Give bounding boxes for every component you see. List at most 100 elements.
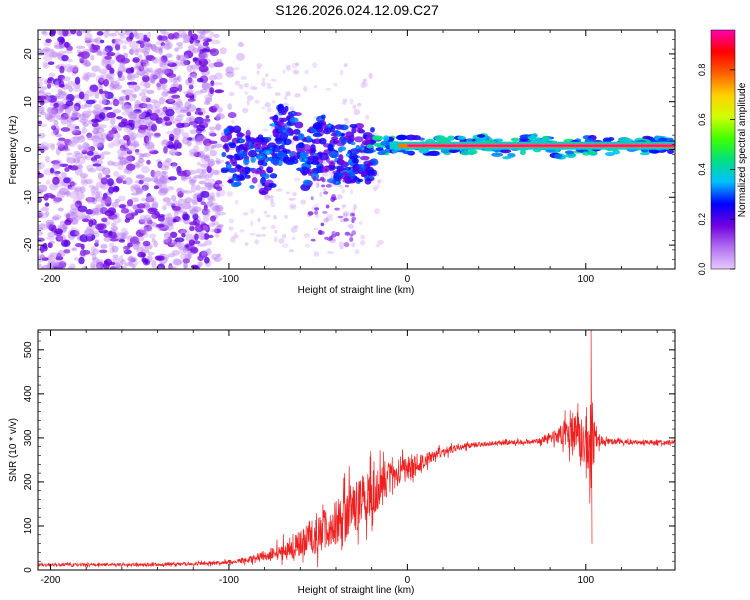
noise-blob	[171, 163, 177, 169]
noise-blob	[143, 232, 149, 238]
noise-blob	[147, 145, 155, 153]
noise-blob	[94, 37, 103, 45]
noise-blob	[246, 127, 250, 130]
noise-blob	[136, 203, 146, 209]
noise-blob	[38, 237, 45, 242]
noise-blob	[192, 47, 199, 53]
signal-blob	[287, 129, 292, 133]
carrier-blob	[542, 135, 550, 141]
noise-blob	[38, 95, 47, 100]
noise-blob	[168, 263, 173, 269]
noise-blob	[295, 62, 300, 66]
noise-blob	[173, 76, 180, 81]
noise-blob	[209, 202, 219, 211]
noise-blob	[94, 190, 103, 199]
noise-blob	[323, 217, 329, 223]
noise-blob	[213, 61, 224, 68]
noise-blob	[49, 30, 56, 37]
noise-blob	[99, 107, 106, 112]
signal-core	[251, 152, 254, 155]
noise-blob	[132, 242, 140, 250]
noise-blob	[142, 75, 150, 83]
noise-blob	[292, 192, 297, 197]
noise-blob	[326, 216, 334, 221]
noise-blob	[38, 132, 46, 139]
signal-blob	[305, 135, 312, 141]
noise-blob	[93, 104, 102, 110]
noise-blob	[157, 182, 168, 190]
noise-blob	[92, 128, 100, 135]
noise-blob	[157, 67, 163, 75]
noise-blob	[74, 125, 80, 130]
colorbar-tick-label: 0.8	[697, 64, 707, 77]
noise-blob	[63, 113, 71, 118]
noise-blob	[203, 101, 211, 105]
noise-blob	[196, 77, 204, 83]
noise-blob	[117, 156, 125, 160]
signal-core	[266, 151, 270, 154]
noise-blob	[107, 129, 116, 138]
signal-blob	[285, 161, 295, 166]
noise-blob	[141, 165, 150, 174]
noise-blob	[185, 93, 194, 99]
noise-blob	[161, 170, 168, 175]
signal-blob	[312, 122, 323, 130]
noise-blob	[117, 153, 124, 160]
noise-blob	[160, 55, 168, 63]
signal-blob	[264, 139, 270, 143]
noise-blob	[194, 133, 205, 142]
noise-blob	[58, 90, 64, 97]
signal-blob	[357, 178, 364, 183]
colorbar-scale	[710, 29, 736, 270]
noise-blob	[103, 199, 109, 204]
noise-blob	[46, 235, 55, 241]
noise-blob	[333, 82, 338, 87]
carrier-blob	[564, 150, 575, 155]
noise-blob	[114, 79, 121, 88]
noise-blob	[115, 177, 123, 184]
noise-blob	[38, 81, 43, 87]
noise-blob	[227, 112, 237, 119]
noise-blob	[182, 54, 189, 61]
noise-blob	[104, 197, 113, 205]
noise-blob	[215, 114, 221, 121]
noise-blob	[119, 157, 129, 165]
noise-blob	[300, 199, 307, 205]
noise-blob	[66, 155, 71, 161]
noise-blob	[57, 224, 62, 229]
noise-blob	[129, 110, 138, 117]
noise-blob	[211, 221, 220, 226]
noise-blob	[112, 254, 119, 259]
signal-core	[325, 130, 329, 133]
signal-core	[232, 161, 236, 164]
noise-blob	[86, 164, 94, 171]
noise-blob	[189, 225, 195, 232]
noise-blob	[214, 72, 223, 80]
noise-blob	[146, 159, 151, 165]
noise-blob	[71, 130, 82, 136]
noise-blob	[303, 233, 311, 238]
noise-blob	[150, 46, 160, 52]
signal-blob	[314, 210, 319, 215]
noise-blob	[79, 104, 87, 110]
noise-blob	[134, 208, 144, 214]
noise-blob	[201, 207, 210, 214]
noise-blob	[138, 119, 145, 125]
noise-blob	[130, 258, 136, 263]
noise-blob	[183, 33, 189, 41]
noise-blob	[200, 233, 206, 240]
noise-blob	[113, 262, 121, 269]
noise-blob	[194, 224, 204, 233]
noise-blob	[148, 73, 158, 82]
noise-blob	[123, 101, 132, 109]
noise-blob	[202, 214, 210, 222]
noise-blob	[188, 73, 197, 79]
signal-blob	[360, 155, 370, 161]
signal-blob	[294, 121, 304, 129]
signal-blob	[268, 182, 277, 188]
noise-blob	[48, 72, 56, 78]
noise-blob	[105, 174, 111, 178]
spectrogram-heatmap	[38, 30, 675, 269]
noise-blob	[150, 77, 156, 84]
noise-blob	[190, 179, 196, 187]
